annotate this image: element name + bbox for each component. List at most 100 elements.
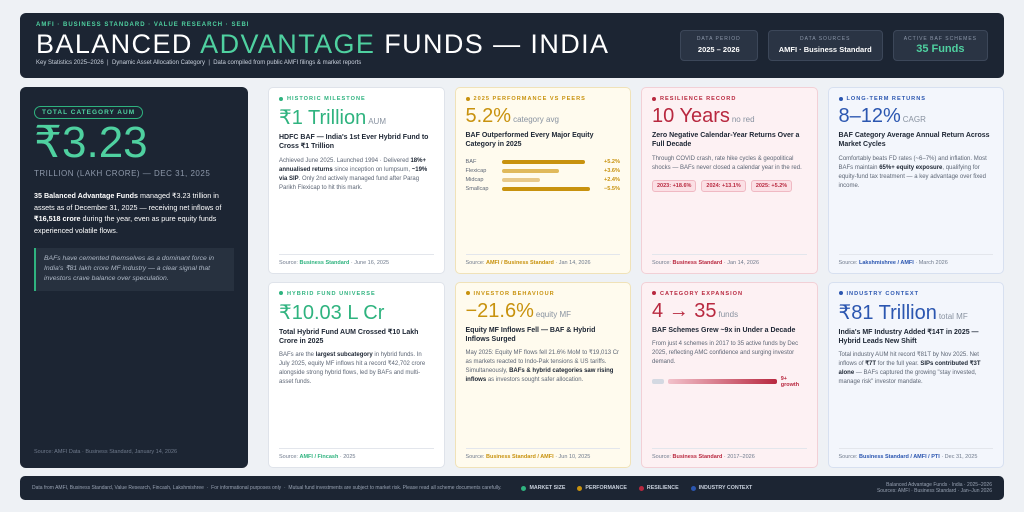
tagline: AMFI · BUSINESS STANDARD · VALUE RESEARC… <box>36 22 250 28</box>
card-stat: 10 Years no red <box>652 105 807 128</box>
stat-arrow: → <box>668 299 689 322</box>
badge: TOTAL CATEGORY AUM <box>34 106 144 119</box>
stat-unit: AUM <box>368 117 386 126</box>
source-date: · June 16, 2025 <box>350 259 390 266</box>
stat-to: 35 <box>694 299 717 322</box>
bar-label: Flexicap <box>465 167 487 174</box>
bar-label: BAF <box>465 158 477 165</box>
card-grid: HISTORIC MILESTONE ₹1 Trillion AUM HDFC BAF… <box>268 87 1004 468</box>
card-heading: Zero Negative Calendar-Year Returns Over… <box>652 132 800 149</box>
hero-value: ₹3.23 <box>34 118 148 167</box>
card-heading: Equity MF Inflows Fell — BAF & Hybrid In… <box>465 326 596 343</box>
text-run: in hybrid funds. In July 2025, equity MF… <box>279 352 426 386</box>
title-part: ADVANTAGE <box>200 29 376 59</box>
source-date: · March 2026 <box>915 259 948 266</box>
legend-label: MARKET SIZE <box>529 485 566 491</box>
stat-value: 10 Years <box>652 105 730 127</box>
card-stat: ₹81 Trillion total MF <box>839 300 994 325</box>
text-run: 18%+ annualised returns <box>279 157 426 173</box>
mini-bar-row: BAF +5.2% <box>466 159 621 165</box>
text-run: SIPs contributed ₹3T alone <box>838 361 981 377</box>
card-source: Source: AMFI / Business Standard · Jan 1… <box>465 253 620 266</box>
text-run: ₹16,518 crore <box>34 214 81 224</box>
text-run: ~19% via SIP <box>279 166 428 182</box>
header: AMFI · BUSINESS STANDARD · VALUE RESEARC… <box>20 13 1004 78</box>
info-value: 2025 – 2026 <box>697 45 740 54</box>
info-value: AMFI · Business Standard <box>778 45 872 54</box>
card-label: INVESTOR BEHAVIOUR <box>466 291 621 297</box>
card-stat: 8–12% CAGR <box>839 105 994 128</box>
card-body: Achieved June 2025. Launched 1994 · Deli… <box>279 157 434 193</box>
legend-item: RESILIENCE <box>638 485 679 491</box>
legend-label: PERFORMANCE <box>585 485 627 491</box>
bar <box>501 159 586 164</box>
stat-unit: total MF <box>938 311 968 321</box>
stat-from: 4 <box>652 299 664 322</box>
text-run: 35 Balanced Advantage Funds <box>34 191 138 200</box>
source-date: · Jun 10, 2025 <box>555 454 591 460</box>
pills: 2023: +18.6% 2024: +13.1% 2025: +5.2% <box>652 179 807 192</box>
stat-value: ₹1 Trillion <box>279 107 367 129</box>
source-date: · 2025 <box>339 454 356 460</box>
card-source: Source: AMFI / Fincash · 2025 <box>279 448 434 460</box>
pill: 2024: +13.1% <box>701 179 746 192</box>
source-prefix: Source: <box>465 259 485 266</box>
bar <box>668 379 777 385</box>
source-prefix: Source: <box>652 454 671 460</box>
text-run: since inception on lumpsum, <box>332 166 412 173</box>
legend-item: MARKET SIZE <box>521 485 565 491</box>
card-label: HYBRID FUND UNIVERSE <box>279 291 434 297</box>
hero-body: 35 Balanced Advantage Funds managed ₹3.2… <box>34 190 234 236</box>
bar <box>501 177 541 182</box>
stat-unit: funds <box>718 309 739 319</box>
text-run: largest subcategory <box>315 352 373 359</box>
text-run: , qualifying for equity-fund tax treatme… <box>838 164 986 189</box>
info-label: DATA SOURCES <box>800 36 851 42</box>
card-source: Source: Business Standard / AMFI / PTI ·… <box>838 448 993 460</box>
text-run: . Only 2nd actively managed fund after P… <box>279 175 420 191</box>
card-stat: ₹10.03 L Cr <box>279 300 434 325</box>
source-name: Business Standard <box>299 259 350 266</box>
text-run: managed ₹3.23 trillion in assets as of D… <box>34 191 222 212</box>
source-prefix: Source: <box>279 259 298 266</box>
card-label: HISTORIC MILESTONE <box>279 96 434 102</box>
bar-track <box>501 168 599 173</box>
card-label: LONG-TERM RETURNS <box>839 96 994 102</box>
title: BALANCED ADVANTAGE FUNDS — INDIA <box>36 29 609 60</box>
footer-line: Balanced Advantage Funds · India · 2025–… <box>886 481 992 488</box>
bar-track <box>501 177 599 182</box>
text-run: 65%+ equity exposure <box>879 164 943 171</box>
legend-item: PERFORMANCE <box>577 485 627 491</box>
card-source: Source: Business Standard · Jan 14, 2026 <box>652 253 807 266</box>
hero-unit: TRILLION (LAKH CRORE) — DEC 31, 2025 <box>34 169 211 178</box>
title-part: BALANCED <box>36 29 201 59</box>
text-run: as investors sought safer allocation. <box>486 377 584 384</box>
info-box: ACTIVE BAF SCHEMES 35 Funds <box>892 30 988 61</box>
text-run: for the full year. <box>876 361 921 368</box>
card-body: Through COVID crash, rate hike cycles & … <box>652 155 807 173</box>
card-heading: India's MF Industry Added ₹14T in 2025 —… <box>838 328 979 345</box>
text-run: ₹7T <box>865 361 877 368</box>
source-date: · 2017–2026 <box>723 454 755 460</box>
footer-right: Balanced Advantage Funds · India · 2025–… <box>877 482 992 495</box>
info-box: DATA SOURCES AMFI · Business Standard <box>767 30 883 61</box>
bar-value: +2.4% <box>603 176 620 183</box>
card-source: Source: Business Standard · 2017–2026 <box>652 448 807 460</box>
card-body: May 2025: Equity MF flows fell 21.6% MoM… <box>466 349 621 385</box>
text-run: BAFs & hybrid categories saw rising infl… <box>465 368 614 384</box>
legend-swatch <box>521 485 527 491</box>
source-name: Business Standard <box>672 454 723 460</box>
stat-value: 8–12% <box>838 105 901 127</box>
hero-quote: BAFs have cemented themselves as a domin… <box>34 248 234 291</box>
stat-unit: equity MF <box>535 309 572 319</box>
source-name: AMFI / Business Standard <box>486 259 554 266</box>
bar-track <box>501 186 599 191</box>
stat-unit: CAGR <box>902 115 926 124</box>
stat-unit: no red <box>731 115 755 124</box>
info-box: DATA PERIOD 2025 – 2026 <box>679 30 758 61</box>
card-body: From just 4 schemes in 2017 to 35 active… <box>652 340 807 367</box>
mini-bar-chart: BAF +5.2% Flexicap +3.6% Midcap +2.4% Smallcap… <box>466 156 621 192</box>
bar <box>501 168 560 173</box>
source-name: AMFI / Fincash <box>299 454 339 460</box>
